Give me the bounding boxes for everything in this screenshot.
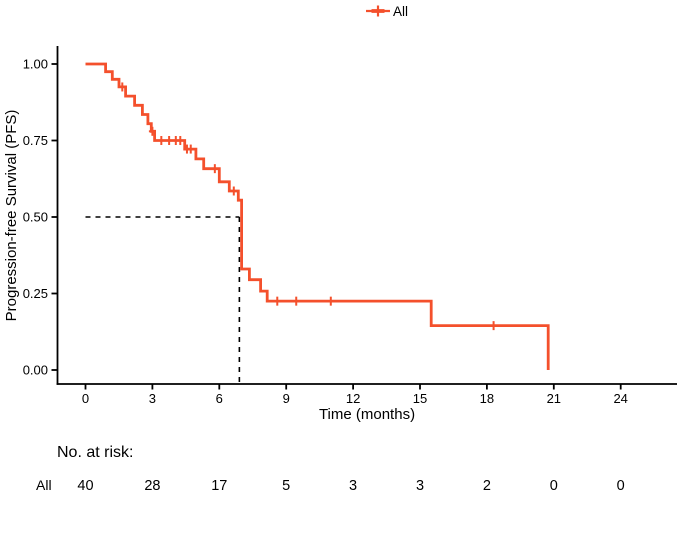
x-axis-title: Time (months) <box>319 406 415 423</box>
risk-count-9: 5 <box>282 478 290 494</box>
x-tick-15: 15 <box>413 391 427 406</box>
risk-count-21: 0 <box>550 478 558 494</box>
y-tick-0.25: 0.25 <box>23 286 48 301</box>
risk-table: No. at risk: All 40 28 17 5 3 3 2 0 0 <box>36 444 625 494</box>
censor-marks <box>118 82 498 331</box>
risk-count-24: 0 <box>617 478 625 494</box>
x-tick-18: 18 <box>480 391 494 406</box>
x-tick-24: 24 <box>613 391 627 406</box>
risk-count-12: 3 <box>349 478 357 494</box>
risk-table-title: No. at risk: <box>57 444 133 461</box>
risk-count-15: 3 <box>416 478 424 494</box>
risk-row-label: All <box>36 477 52 493</box>
y-axis-title: Progression-free Survival (PFS) <box>3 110 20 322</box>
x-axis-tick-labels: 0 3 6 9 12 15 18 21 24 <box>82 391 628 406</box>
risk-count-0: 40 <box>77 478 93 494</box>
y-axis-tick-labels: 1.00 0.75 0.50 0.25 0.00 <box>23 57 48 378</box>
risk-row-counts: 40 28 17 5 3 3 2 0 0 <box>77 478 624 494</box>
risk-count-18: 2 <box>483 478 491 494</box>
risk-count-6: 17 <box>211 478 227 494</box>
y-tick-1.00: 1.00 <box>23 57 48 72</box>
y-tick-0.75: 0.75 <box>23 133 48 148</box>
km-curve <box>85 62 550 370</box>
x-tick-0: 0 <box>82 391 89 406</box>
risk-count-3: 28 <box>144 478 160 494</box>
x-tick-3: 3 <box>149 391 156 406</box>
y-tick-0.00: 0.00 <box>23 363 48 378</box>
x-axis-ticks <box>84 384 622 390</box>
y-tick-0.50: 0.50 <box>23 210 48 225</box>
x-tick-12: 12 <box>346 391 360 406</box>
x-tick-9: 9 <box>283 391 290 406</box>
x-tick-21: 21 <box>547 391 561 406</box>
y-axis-ticks <box>51 63 58 371</box>
legend: All <box>366 4 408 19</box>
x-tick-6: 6 <box>216 391 223 406</box>
legend-label: All <box>393 4 408 19</box>
